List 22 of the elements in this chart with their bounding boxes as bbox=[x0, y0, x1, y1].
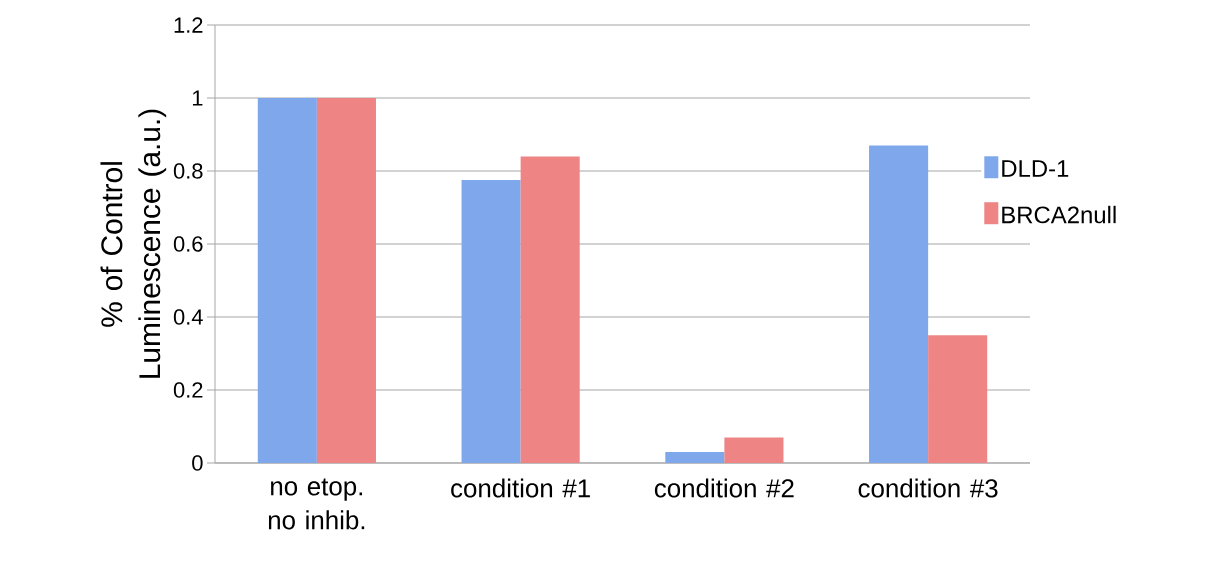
bar bbox=[665, 452, 725, 463]
bar bbox=[520, 156, 580, 463]
bar bbox=[928, 335, 988, 463]
x-tick-label: no etop. no inhib. bbox=[268, 478, 365, 530]
y-axis-title: % of Control Luminescence (a.u.) bbox=[100, 109, 167, 378]
y-tick-label: 1 bbox=[192, 90, 203, 106]
bar bbox=[724, 437, 784, 463]
y-tick-label: 0.8 bbox=[173, 163, 203, 179]
y-tick-label: 0.6 bbox=[173, 236, 203, 252]
y-tick-label: 1.2 bbox=[174, 17, 203, 33]
x-tick-label: condition #1 bbox=[451, 478, 590, 498]
x-tick-label: condition #3 bbox=[858, 478, 998, 498]
legend-label: DLD-1 bbox=[1002, 160, 1069, 177]
x-tick-label: condition #2 bbox=[654, 478, 794, 498]
y-tick-label: 0.2 bbox=[173, 382, 203, 398]
bar bbox=[257, 98, 317, 463]
bar bbox=[869, 145, 929, 463]
y-tick-label: 0 bbox=[192, 455, 203, 471]
legend-label: BRCA2null bbox=[1002, 205, 1116, 224]
bar bbox=[316, 98, 376, 463]
bar bbox=[461, 180, 521, 463]
y-tick-label: 0.4 bbox=[173, 309, 203, 325]
